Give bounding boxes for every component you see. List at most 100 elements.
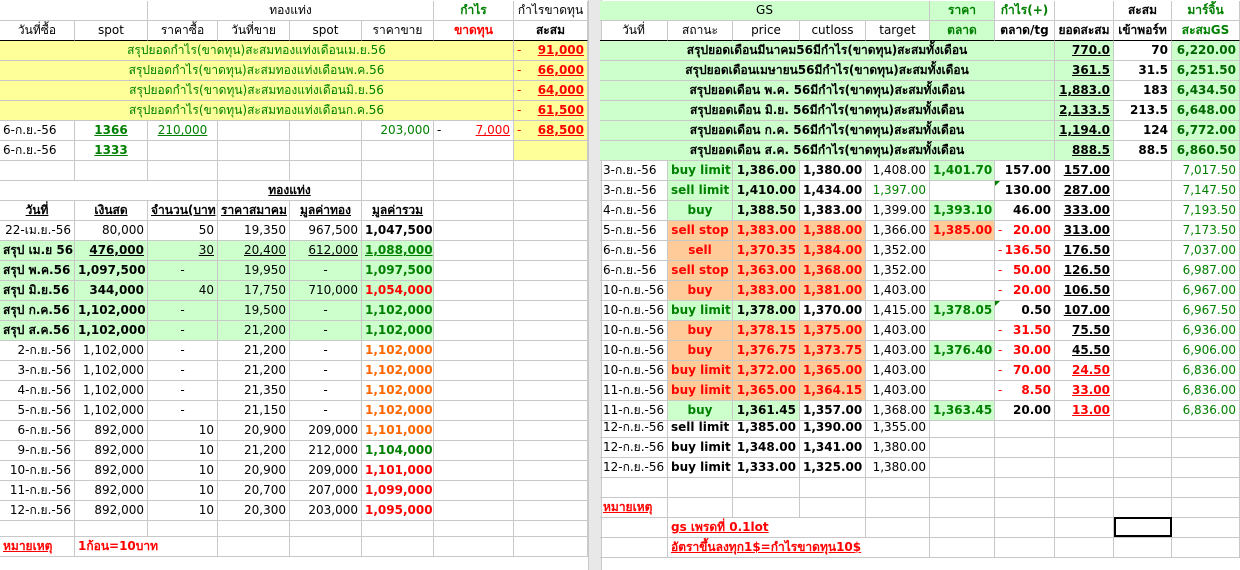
gs-trade-status[interactable]: sell limit <box>668 181 733 201</box>
gold-row-qty[interactable]: - <box>148 361 218 381</box>
gs-trade-status[interactable]: buy <box>668 281 733 301</box>
empty-cell[interactable] <box>1114 261 1172 281</box>
empty-cell[interactable] <box>514 501 588 521</box>
empty-cell[interactable] <box>995 518 1055 538</box>
empty-cell[interactable] <box>995 478 1055 498</box>
gs-month-summary-gs[interactable]: 6,251.50 <box>1172 61 1240 81</box>
empty-cell[interactable] <box>362 141 434 161</box>
gold-row-total[interactable]: 1,102,000 <box>362 341 434 361</box>
empty-cell[interactable] <box>1114 341 1172 361</box>
gs-month-summary-deposit[interactable]: 88.5 <box>1114 141 1172 161</box>
gold-row-price[interactable]: 19,500 <box>218 301 290 321</box>
header-accum[interactable]: สะสม <box>514 21 588 41</box>
empty-cell[interactable] <box>800 498 866 518</box>
header-profit-plus[interactable]: กำไร(+) <box>995 1 1055 21</box>
gold-row-value[interactable]: 612,000 <box>290 241 362 261</box>
gold-row-cash[interactable]: 80,000 <box>75 221 148 241</box>
empty-cell[interactable] <box>434 301 514 321</box>
empty-cell[interactable] <box>1055 458 1114 478</box>
gs-trade-accum[interactable]: 45.50 <box>1055 341 1114 361</box>
empty-cell[interactable] <box>733 498 800 518</box>
empty-cell[interactable] <box>514 361 588 381</box>
empty-cell[interactable] <box>514 201 588 221</box>
gs-trade-accum[interactable]: 313.00 <box>1055 221 1114 241</box>
empty-cell[interactable] <box>1055 498 1114 518</box>
gold-row-qty[interactable]: 10 <box>148 481 218 501</box>
gs-trade-status[interactable]: buy <box>668 321 733 341</box>
gs-trade-date[interactable]: 3-ก.ย.-56 <box>600 181 668 201</box>
gold-row-cash[interactable]: 892,000 <box>75 501 148 521</box>
empty-cell[interactable] <box>362 537 434 557</box>
empty-cell[interactable] <box>362 161 434 181</box>
header-date[interactable]: วันที่ <box>600 21 668 41</box>
gold-row-total[interactable]: 1,047,500 <box>362 221 434 241</box>
gs-trade-price[interactable]: 1,365.00 <box>733 381 800 401</box>
gold-row-value[interactable]: 209,000 <box>290 421 362 441</box>
empty-cell[interactable] <box>514 381 588 401</box>
empty-cell[interactable] <box>290 161 362 181</box>
empty-cell[interactable] <box>218 517 290 537</box>
trade-sell-date[interactable] <box>218 121 290 141</box>
empty-cell[interactable] <box>1055 538 1114 558</box>
col-cash[interactable]: เงินสด <box>75 201 148 221</box>
gs-trade-market[interactable] <box>930 361 995 381</box>
gs-trade-pl[interactable]: - 8.50 <box>995 381 1055 401</box>
empty-cell[interactable] <box>218 141 290 161</box>
gs-trade-market[interactable] <box>930 381 995 401</box>
empty-cell[interactable] <box>930 518 995 538</box>
empty-cell[interactable] <box>995 438 1055 458</box>
gold-row-qty[interactable]: - <box>148 401 218 421</box>
gs-trade-accum[interactable]: 33.00 <box>1055 381 1114 401</box>
trade-buy-price[interactable]: 210,000 <box>148 121 218 141</box>
gold-row-qty[interactable]: - <box>148 381 218 401</box>
gs-trade-market[interactable]: 1,363.45 <box>930 401 995 421</box>
empty-cell[interactable] <box>434 241 514 261</box>
empty-cell[interactable] <box>434 461 514 481</box>
empty-cell[interactable] <box>1114 161 1172 181</box>
empty-cell[interactable] <box>218 161 290 181</box>
gold-table-title[interactable]: ทองแท่ง <box>218 181 362 201</box>
gs-trade-price[interactable]: 1,372.00 <box>733 361 800 381</box>
gs-month-summary-accum[interactable]: 2,133.5 <box>1055 101 1114 121</box>
gold-row-value[interactable]: - <box>290 321 362 341</box>
gs-trade-accum-gs[interactable]: 6,906.00 <box>1172 341 1240 361</box>
gs-pending-date[interactable]: 12-ก.ย.-56 <box>600 438 668 458</box>
empty-cell[interactable] <box>434 441 514 461</box>
gold-row-value[interactable]: - <box>290 341 362 361</box>
gs-month-summary-label[interactable]: สรุปยอดเดือนเมษายน56มีกำไร(ขาดทุน)สะสมทั… <box>600 61 1055 81</box>
gold-row-qty[interactable]: 50 <box>148 221 218 241</box>
gold-row-price[interactable]: 21,150 <box>218 401 290 421</box>
empty-cell[interactable] <box>1114 401 1172 421</box>
header-total_accum[interactable]: ยอดสะสม <box>1055 21 1114 41</box>
gs-trade-target[interactable]: 1,403.00 <box>866 321 930 341</box>
header-deposit[interactable]: เข้าพอร์ท <box>1114 21 1172 41</box>
empty-cell[interactable] <box>1114 221 1172 241</box>
gs-trade-market[interactable]: 1,378.05 <box>930 301 995 321</box>
header-target[interactable]: target <box>866 21 930 41</box>
empty-cell[interactable] <box>866 478 930 498</box>
header-sell_price[interactable]: ราคาขาย <box>362 21 434 41</box>
month-summary-label[interactable]: สรุปยอดกำไร(ขาดทุน)สะสมทองแท่งเดือนมิ.ย.… <box>0 81 514 101</box>
gold-row-price[interactable]: 17,750 <box>218 281 290 301</box>
gold-row-total[interactable]: 1,088,000 <box>362 241 434 261</box>
empty-cell[interactable] <box>514 281 588 301</box>
empty-cell[interactable] <box>514 161 588 181</box>
gs-trade-date[interactable]: 6-ก.ย.-56 <box>600 261 668 281</box>
gold-row-date[interactable]: 10-ก.ย.-56 <box>0 461 75 481</box>
gold-row-cash[interactable]: 1,102,000 <box>75 381 148 401</box>
gs-trade-cutloss[interactable]: 1,368.00 <box>800 261 866 281</box>
gs-month-summary-deposit[interactable]: 183 <box>1114 81 1172 101</box>
empty-cell[interactable] <box>148 517 218 537</box>
month-summary-label[interactable]: สรุปยอดกำไร(ขาดทุน)สะสมทองแท่งเดือนพ.ค.5… <box>0 61 514 81</box>
empty-cell[interactable] <box>514 141 588 161</box>
gs-month-summary-label[interactable]: สรุปยอดเดือนมีนาคม56มีกำไร(ขาดทุน)สะสมทั… <box>600 41 1055 61</box>
col-qty[interactable]: จำนวน(บาท) <box>148 201 218 221</box>
gs-trade-price[interactable]: 1,363.00 <box>733 261 800 281</box>
empty-cell[interactable] <box>1114 241 1172 261</box>
gold-row-cash[interactable]: 1,102,000 <box>75 301 148 321</box>
gs-trade-accum-gs[interactable]: 7,147.50 <box>1172 181 1240 201</box>
empty-cell[interactable] <box>0 181 218 201</box>
gs-trade-target[interactable]: 1,415.00 <box>866 301 930 321</box>
gs-trade-status[interactable]: buy <box>668 341 733 361</box>
gs-trade-status[interactable]: buy <box>668 401 733 421</box>
